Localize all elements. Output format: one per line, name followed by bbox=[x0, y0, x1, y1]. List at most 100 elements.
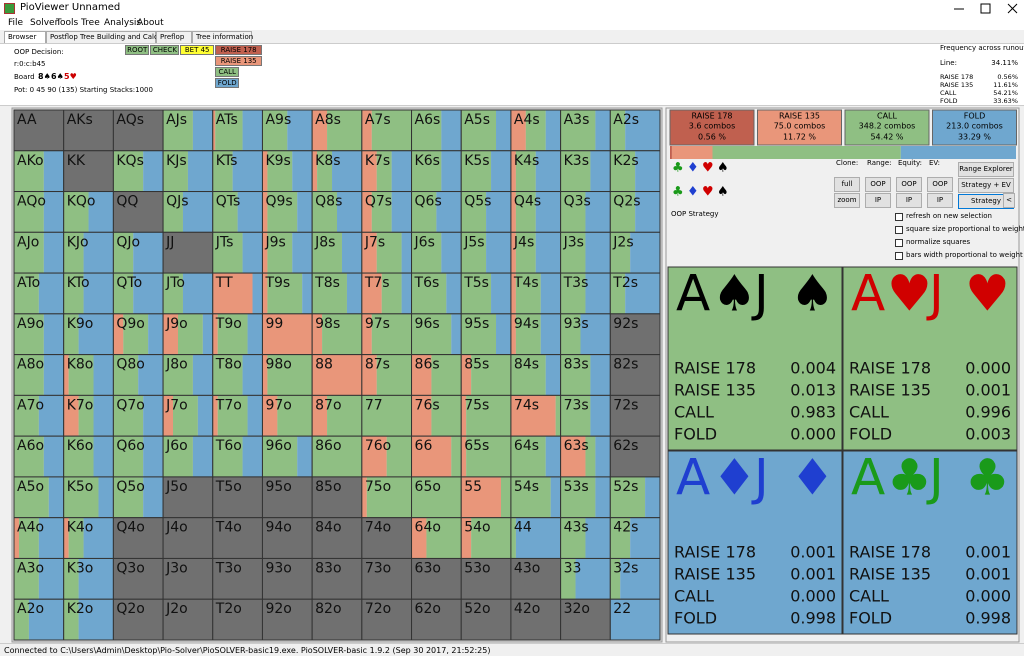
hand-label: 95o bbox=[265, 479, 291, 495]
button[interactable]: Strategy + EV bbox=[958, 178, 1014, 193]
tab[interactable]: Preflop bbox=[156, 31, 192, 43]
hand-label: 32s bbox=[613, 560, 638, 576]
strategy-bar bbox=[386, 436, 412, 477]
strategy-bar bbox=[252, 273, 263, 314]
summary-combos: 3.6 combos bbox=[689, 122, 736, 131]
hand-label: 75s bbox=[464, 397, 489, 413]
button[interactable]: IP bbox=[865, 193, 891, 208]
hand-label: 64s bbox=[514, 438, 539, 454]
button[interactable]: < bbox=[1003, 193, 1015, 208]
strategy-bar bbox=[93, 395, 114, 437]
window-buttons[interactable] bbox=[950, 0, 1024, 18]
freq-line-label: Line: bbox=[940, 59, 957, 67]
tab[interactable]: Postflop Tree Building and Calculations bbox=[46, 31, 186, 43]
button[interactable]: Range Explorer bbox=[958, 162, 1014, 177]
checkbox-label: refresh on new selection bbox=[906, 212, 992, 220]
strategy-bar bbox=[645, 476, 660, 518]
strategy-bar bbox=[560, 150, 591, 192]
tree-node[interactable]: CALL bbox=[215, 67, 240, 77]
strategy-bar bbox=[361, 110, 372, 151]
strategy-bar bbox=[292, 232, 313, 274]
hand-label: K6s bbox=[415, 153, 440, 169]
hand-label: K9s bbox=[265, 153, 290, 169]
strategy-bar bbox=[133, 273, 164, 314]
checkbox[interactable] bbox=[895, 239, 903, 247]
strategy-bar bbox=[545, 436, 561, 477]
empty-cell bbox=[361, 599, 412, 640]
checkbox[interactable] bbox=[895, 226, 903, 234]
tree-node[interactable]: ROOT bbox=[125, 45, 150, 55]
strategy-bar bbox=[555, 395, 561, 437]
strategy-bar bbox=[14, 436, 44, 477]
strategy-bar bbox=[14, 150, 44, 192]
summary-box bbox=[932, 109, 1017, 146]
empty-cell bbox=[212, 558, 263, 600]
hand-label: K8o bbox=[67, 357, 94, 373]
strategy-bar bbox=[540, 273, 561, 314]
menu-item[interactable]: Tree bbox=[81, 18, 100, 28]
tree-node[interactable]: BET 45 bbox=[180, 45, 214, 55]
strategy-bar bbox=[461, 395, 467, 437]
strategy-bar bbox=[510, 517, 516, 559]
strategy-bar bbox=[510, 395, 556, 437]
tree-node[interactable]: CHECK bbox=[150, 45, 180, 55]
menu-item[interactable]: File bbox=[8, 18, 24, 28]
strategy-bar bbox=[426, 517, 462, 559]
strategy-bar bbox=[610, 150, 636, 192]
combo-rank: A bbox=[676, 265, 710, 323]
combo-value: 0.001 bbox=[790, 565, 836, 584]
button[interactable]: IP bbox=[927, 193, 953, 208]
strategy-bar bbox=[143, 395, 164, 437]
combo-action: FOLD bbox=[849, 425, 892, 444]
strategy-bar bbox=[113, 354, 139, 396]
hand-label: A4s bbox=[514, 112, 540, 128]
tree-node[interactable]: FOLD bbox=[215, 78, 240, 88]
freq-value: 54.21% bbox=[993, 89, 1018, 97]
menu-item[interactable]: Solver bbox=[30, 18, 59, 28]
tab[interactable]: Tree information bbox=[192, 31, 253, 43]
tree-node[interactable]: RAISE 135 bbox=[215, 56, 263, 66]
button[interactable]: OOP bbox=[927, 177, 953, 192]
suit-filter: ♠ bbox=[717, 185, 729, 200]
hand-label: 94s bbox=[514, 316, 539, 332]
strategy-bar bbox=[242, 436, 263, 477]
tab[interactable]: Browser bbox=[4, 31, 46, 43]
hand-label: A5o bbox=[17, 479, 44, 495]
tree-node[interactable]: RAISE 178 bbox=[215, 45, 263, 55]
control-label: Clone: bbox=[836, 159, 859, 167]
strategy-bar bbox=[262, 110, 288, 151]
menu-item[interactable]: Analysis bbox=[104, 18, 142, 28]
strategy-bar bbox=[391, 150, 412, 192]
strategy-bar bbox=[312, 273, 347, 314]
strategy-bar bbox=[510, 110, 526, 151]
button[interactable]: OOP bbox=[865, 177, 891, 192]
strategy-bar bbox=[560, 354, 591, 396]
strategy-bar bbox=[262, 273, 268, 314]
combo-rank: J bbox=[751, 265, 769, 323]
hand-label: 52o bbox=[464, 601, 490, 617]
checkbox[interactable] bbox=[895, 252, 903, 260]
hand-label: 42s bbox=[613, 520, 638, 536]
button[interactable]: zoom bbox=[834, 193, 860, 208]
strategy-bar bbox=[580, 313, 611, 355]
strategy-bar bbox=[163, 273, 183, 314]
strategy-bar bbox=[182, 273, 213, 314]
strategy-bar bbox=[510, 354, 546, 396]
menu-item[interactable]: About bbox=[137, 18, 164, 28]
hand-label: K5s bbox=[464, 153, 489, 169]
combo-card bbox=[667, 450, 843, 635]
button[interactable]: full bbox=[834, 177, 860, 192]
strategy-bar bbox=[38, 395, 64, 437]
strategy-bar bbox=[560, 191, 586, 233]
strategy-bar bbox=[163, 354, 193, 396]
button[interactable]: OOP bbox=[896, 177, 922, 192]
empty-cell bbox=[361, 558, 412, 600]
combo-action: FOLD bbox=[674, 425, 717, 444]
strategy-bar bbox=[317, 150, 333, 192]
button[interactable]: IP bbox=[896, 193, 922, 208]
checkbox[interactable] bbox=[895, 213, 903, 221]
combo-value: 0.001 bbox=[790, 543, 836, 562]
strategy-bar bbox=[411, 232, 442, 274]
menu-item[interactable]: Tools bbox=[56, 18, 79, 28]
empty-cell bbox=[610, 395, 660, 437]
